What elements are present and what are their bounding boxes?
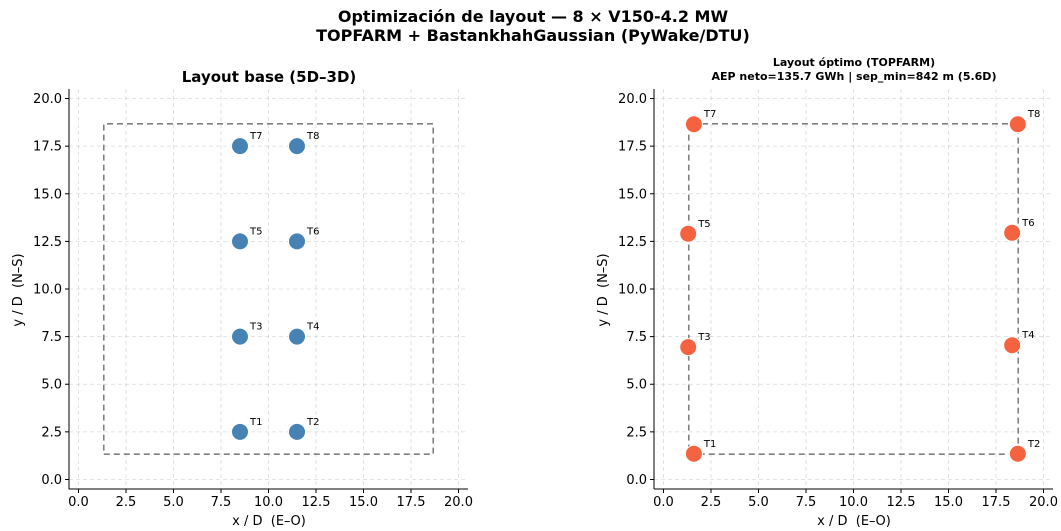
turbine-label: T7 [703, 109, 716, 120]
y-tick-label: 15.0 [618, 187, 647, 202]
turbine-label: T4 [1021, 330, 1034, 341]
y-tick-label: 10.0 [33, 283, 62, 298]
turbine-label: T2 [1027, 439, 1040, 450]
y-tick-label: 17.5 [618, 140, 647, 155]
turbine-label: T5 [249, 226, 262, 237]
turbine-marker-t3 [231, 327, 249, 346]
turbine-marker-t7 [684, 115, 703, 134]
x-axis-label: x / D (E–O) [817, 514, 891, 529]
x-tick-label: 5.0 [163, 495, 184, 510]
y-tick-label: 15.0 [33, 187, 62, 202]
turbine-label: T3 [697, 332, 710, 343]
x-tick-label: 12.5 [887, 495, 916, 510]
turbine-marker-t6 [1003, 223, 1022, 242]
x-tick-label: 17.5 [982, 495, 1011, 510]
grid [654, 89, 1053, 489]
x-tick-label: 10.0 [254, 495, 283, 510]
chart-title: Layout base (5D–3D) [182, 68, 357, 86]
turbine-label: T1 [249, 417, 262, 428]
grid [69, 89, 468, 489]
x-tick-label: 20.0 [1029, 495, 1058, 510]
turbine-label: T2 [306, 417, 319, 428]
y-tick-label: 17.5 [33, 140, 62, 155]
y-tick-label: 0.0 [626, 473, 647, 488]
turbine-marker-t4 [1003, 336, 1022, 355]
chart-subtitle: AEP neto=135.7 GWh | sep_min=842 m (5.6D… [712, 70, 997, 83]
turbine-marker-t5 [679, 224, 698, 243]
turbine-marker-t1 [231, 422, 249, 441]
x-tick-label: 2.5 [701, 495, 722, 510]
turbine-marker-t2 [288, 422, 306, 441]
turbine-label: T7 [249, 131, 262, 142]
turbine-marker-t5 [231, 232, 249, 251]
turbine-label: T3 [249, 322, 262, 333]
turbine-label: T6 [306, 226, 319, 237]
y-tick-label: 0.0 [41, 473, 62, 488]
x-tick-label: 5.0 [748, 495, 769, 510]
turbine-marker-t1 [684, 444, 703, 463]
x-tick-label: 15.0 [934, 495, 963, 510]
y-tick-label: 10.0 [618, 283, 647, 298]
y-tick-label: 12.5 [618, 235, 647, 250]
y-tick-label: 2.5 [626, 425, 647, 440]
x-tick-label: 7.5 [211, 495, 232, 510]
turbine-label: T5 [697, 219, 710, 230]
chart-panel-base: Layout base (5D–3D) T1 T2 T3 T4 T5 T6 T7 T8 0.0… [11, 68, 473, 529]
y-tick-label: 20.0 [33, 92, 62, 107]
axes: 0.0 2.5 5.0 7.5 10.0 12.5 15.0 17.5 20.0 0.0 2.5 5.… [618, 89, 1058, 510]
x-tick-label: 17.5 [397, 495, 426, 510]
y-tick-label: 2.5 [41, 425, 62, 440]
turbine-label: T1 [703, 439, 716, 450]
x-tick-label: 15.0 [349, 495, 378, 510]
turbine-marker-t4 [288, 327, 306, 346]
turbine-markers: T1 T2 T3 T4 T5 T6 T7 T8 [231, 131, 319, 441]
turbine-label: T4 [306, 322, 319, 333]
turbine-marker-t8 [288, 137, 306, 156]
turbine-marker-t6 [288, 232, 306, 251]
x-axis-label: x / D (E–O) [232, 514, 306, 529]
figure-title-line2: TOPFARM + BastankhahGaussian (PyWake/DTU… [316, 26, 750, 45]
y-tick-label: 20.0 [618, 92, 647, 107]
turbine-label: T8 [306, 131, 319, 142]
x-tick-label: 2.5 [116, 495, 137, 510]
y-tick-label: 5.0 [41, 378, 62, 393]
turbine-label: T8 [1027, 109, 1040, 120]
turbine-marker-t3 [679, 338, 698, 357]
y-axis-label: y / D (N–S) [11, 253, 26, 326]
turbine-label: T6 [1021, 218, 1034, 229]
x-tick-label: 12.5 [302, 495, 331, 510]
chart-title: Layout óptimo (TOPFARM) [773, 56, 935, 69]
x-tick-label: 0.0 [653, 495, 674, 510]
y-tick-label: 7.5 [41, 330, 62, 345]
chart-panel-optimal: Layout óptimo (TOPFARM) AEP neto=135.7 G… [596, 56, 1058, 529]
turbine-marker-t2 [1008, 444, 1027, 463]
x-tick-label: 20.0 [444, 495, 473, 510]
turbine-markers: T1 T2 T3 T4 T5 T6 T7 T8 [679, 109, 1040, 463]
x-tick-label: 7.5 [796, 495, 817, 510]
x-tick-label: 0.0 [68, 495, 89, 510]
turbine-marker-t8 [1008, 115, 1027, 134]
y-tick-label: 5.0 [626, 378, 647, 393]
turbine-marker-t7 [231, 137, 249, 156]
figure-title-line1: Optimización de layout — 8 × V150-4.2 MW [338, 7, 729, 26]
y-tick-label: 7.5 [626, 330, 647, 345]
y-axis-label: y / D (N–S) [596, 253, 611, 326]
axes: 0.0 2.5 5.0 7.5 10.0 12.5 15.0 17.5 20.0 0.0 2.5 5.… [33, 89, 473, 510]
y-tick-label: 12.5 [33, 235, 62, 250]
x-tick-label: 10.0 [839, 495, 868, 510]
